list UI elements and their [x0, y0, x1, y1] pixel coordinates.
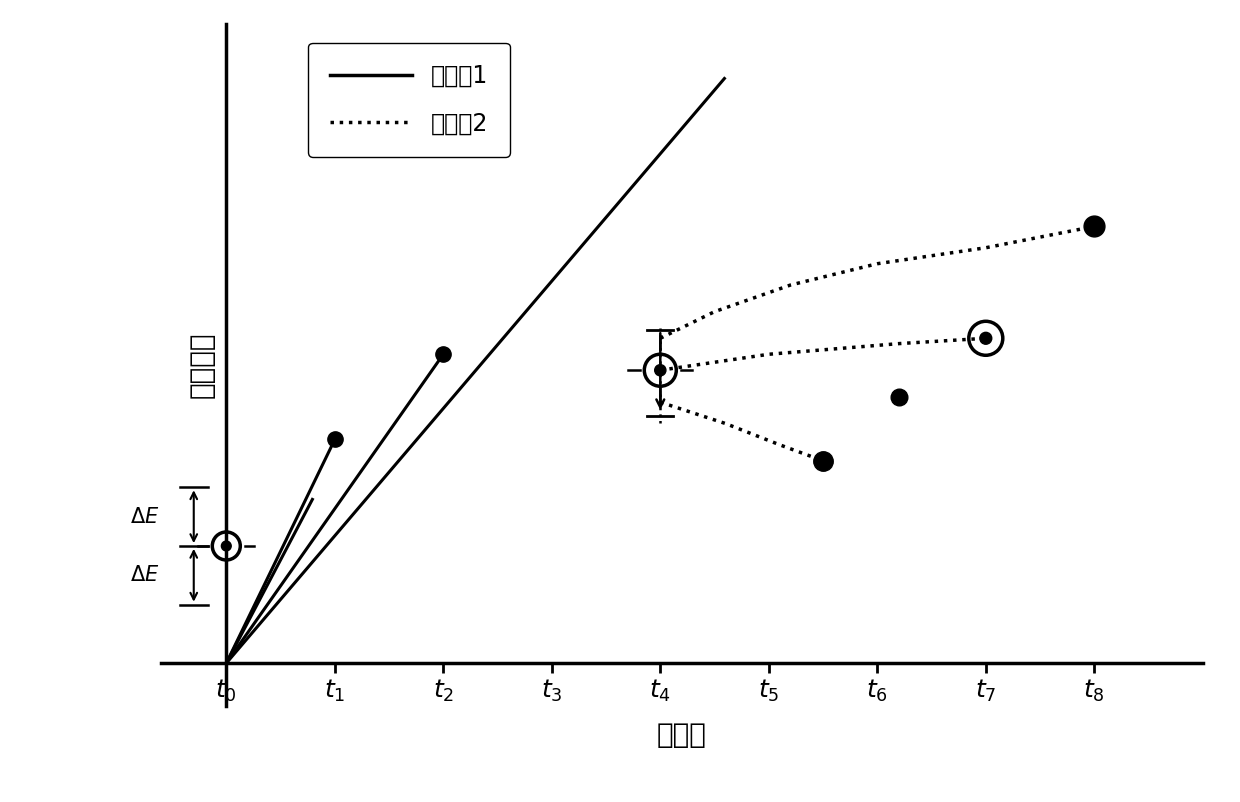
- X-axis label: 时间点: 时间点: [657, 721, 707, 748]
- Ellipse shape: [980, 332, 992, 344]
- Ellipse shape: [222, 541, 231, 551]
- Legend: 压缩段1, 压缩段2: 压缩段1, 压缩段2: [309, 43, 510, 157]
- Text: $\Delta E$: $\Delta E$: [130, 507, 160, 527]
- Y-axis label: 模糊度量: 模糊度量: [187, 332, 216, 398]
- Ellipse shape: [655, 365, 666, 376]
- Text: $\Delta E$: $\Delta E$: [130, 565, 160, 585]
